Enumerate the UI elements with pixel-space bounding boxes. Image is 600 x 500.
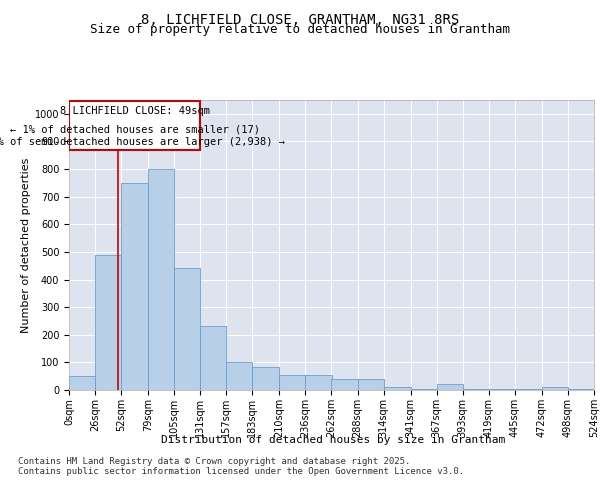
Bar xyxy=(305,375,331,390)
Bar xyxy=(280,375,305,390)
Bar xyxy=(253,366,280,390)
Text: 8 LICHFIELD CLOSE: 49sqm: 8 LICHFIELD CLOSE: 49sqm xyxy=(59,106,209,116)
Bar xyxy=(174,268,200,390)
Bar xyxy=(69,376,95,390)
Text: ← 1% of detached houses are smaller (17): ← 1% of detached houses are smaller (17) xyxy=(10,124,260,134)
Text: 8, LICHFIELD CLOSE, GRANTHAM, NG31 8RS: 8, LICHFIELD CLOSE, GRANTHAM, NG31 8RS xyxy=(141,12,459,26)
Bar xyxy=(489,388,515,390)
Bar xyxy=(463,388,489,390)
Bar xyxy=(542,387,568,390)
Text: Contains HM Land Registry data © Crown copyright and database right 2025.: Contains HM Land Registry data © Crown c… xyxy=(18,457,410,466)
Bar xyxy=(358,379,383,390)
Bar xyxy=(568,388,594,390)
Bar xyxy=(226,362,253,390)
Bar xyxy=(437,384,463,390)
Bar xyxy=(331,379,358,390)
Text: Distribution of detached houses by size in Grantham: Distribution of detached houses by size … xyxy=(161,435,505,445)
Text: Contains public sector information licensed under the Open Government Licence v3: Contains public sector information licen… xyxy=(18,467,464,476)
Bar xyxy=(121,183,148,390)
Y-axis label: Number of detached properties: Number of detached properties xyxy=(20,158,31,332)
Bar xyxy=(200,326,226,390)
Bar xyxy=(69,102,200,150)
Bar xyxy=(383,387,410,390)
Text: 99% of semi-detached houses are larger (2,938) →: 99% of semi-detached houses are larger (… xyxy=(0,136,284,146)
Bar xyxy=(95,254,121,390)
Bar xyxy=(148,169,174,390)
Bar xyxy=(515,388,542,390)
Text: Size of property relative to detached houses in Grantham: Size of property relative to detached ho… xyxy=(90,22,510,36)
Bar xyxy=(410,388,437,390)
